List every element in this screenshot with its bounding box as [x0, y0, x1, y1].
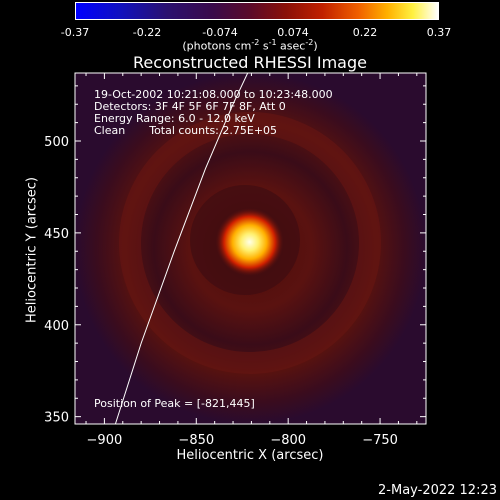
x-axis: −900 −850 −800 −750: [85, 73, 418, 448]
colorbar-unit-label: (photons cm-2 s-1 asec-2): [182, 38, 318, 53]
plot-frame: [74, 72, 427, 425]
x-tick-label: −900: [87, 433, 123, 448]
info-detectors: Detectors: 3F 4F 5F 6F 7F 8F, Att 0: [94, 100, 286, 113]
info-peak-position: Position of Peak = [-821,445]: [94, 397, 255, 410]
colorbar-tick: 0.074: [277, 26, 309, 39]
x-tick-label: −750: [362, 433, 398, 448]
x-tick-label: −800: [270, 433, 306, 448]
y-tick-label: 450: [44, 227, 69, 242]
y-tick-label: 350: [44, 411, 69, 426]
solar-limb-curve: [114, 73, 249, 424]
colorbar-tick: 0.37: [426, 26, 452, 39]
image-ring: [119, 112, 381, 374]
x-axis-label: Heliocentric X (arcsec): [176, 448, 324, 463]
y-tick-label: 500: [44, 135, 69, 150]
colorbar: [75, 2, 439, 20]
footer-timestamp: 2-May-2022 12:23: [378, 483, 497, 498]
y-axis: 350 400 450 500: [44, 85, 426, 426]
info-clean-counts: Clean Total counts: 2.75E+05: [94, 124, 278, 137]
colorbar-tick: -0.37: [60, 26, 90, 39]
x-tick-label: −850: [178, 433, 214, 448]
peak-source: [215, 208, 284, 277]
info-time-range: 19-Oct-2002 10:21:08.000 to 10:23:48.000: [94, 88, 333, 101]
colorbar-tick: 0.22: [352, 26, 378, 39]
y-tick-label: 400: [44, 319, 69, 334]
colorbar-tick: -0.074: [202, 26, 238, 39]
colorbar-tick: -0.22: [132, 26, 162, 39]
info-energy-range: Energy Range: 6.0 - 12.0 keV: [94, 112, 255, 125]
y-axis-label: Heliocentric Y (arcsec): [24, 177, 40, 323]
chart-title: Reconstructed RHESSI Image: [133, 53, 367, 72]
